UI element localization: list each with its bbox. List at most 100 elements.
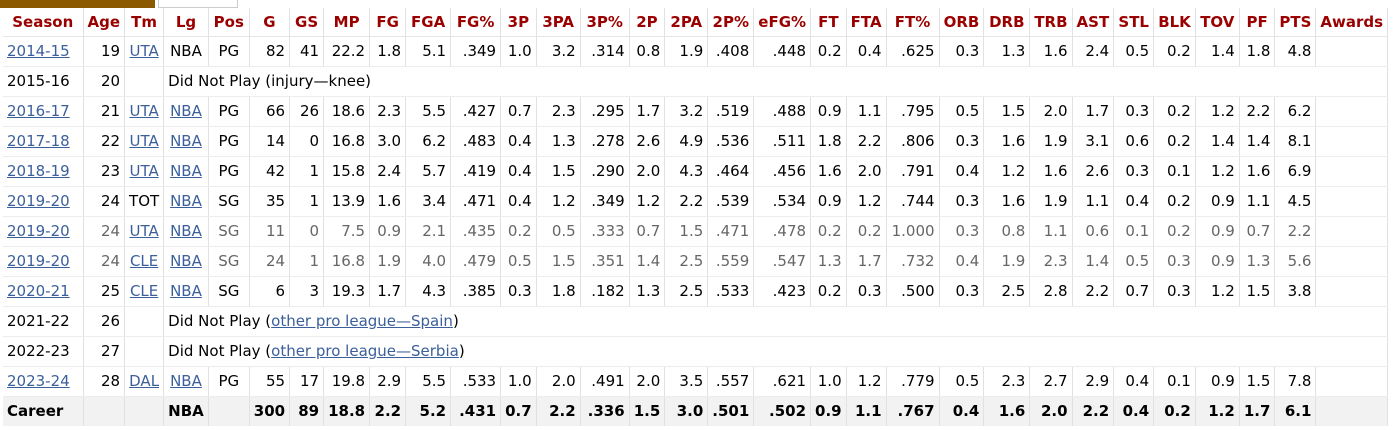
stat-cell-fg-pct: .471	[450, 186, 502, 217]
team-link[interactable]: DAL	[129, 372, 160, 390]
league-link[interactable]: NBA	[170, 162, 202, 180]
stat-cell-stl: 0.5	[1113, 246, 1155, 277]
stat-cell-fta: 1.2	[846, 366, 887, 397]
stat-cell-fg: 1.9	[369, 246, 407, 277]
stat-cell-3p: 0.7	[500, 96, 537, 127]
team-cell: UTA	[124, 216, 165, 247]
stat-cell-ast: 2.2	[1072, 276, 1115, 307]
col-header-2p[interactable]: 2P	[629, 8, 666, 37]
stat-cell-efg-pct: .488	[753, 96, 812, 127]
stat-cell-g: 55	[249, 366, 291, 397]
team-link[interactable]: UTA	[129, 222, 159, 240]
stat-cell-ft-pct: 1.000	[886, 216, 940, 247]
team-link[interactable]: UTA	[129, 102, 159, 120]
col-header-drb[interactable]: DRB	[983, 8, 1031, 37]
col-header-efg-pct[interactable]: eFG%	[753, 8, 812, 37]
team-link[interactable]: CLE	[129, 282, 159, 300]
season-link[interactable]: 2019-20	[7, 222, 70, 240]
col-header-lg[interactable]: Lg	[163, 8, 209, 37]
stat-cell-3p-pct: .290	[580, 156, 630, 187]
season-link[interactable]: 2020-21	[7, 282, 70, 300]
stat-cell-orb: 0.3	[939, 276, 985, 307]
league-cell: NBA	[163, 36, 209, 67]
team-cell: CLE	[124, 246, 165, 277]
season-link[interactable]: 2018-19	[7, 162, 70, 180]
col-header-2pa[interactable]: 2PA	[664, 8, 709, 37]
season-link[interactable]: 2017-18	[7, 132, 70, 150]
season-cell: 2021-22	[3, 306, 84, 337]
career-stat-2pa: 3.0	[664, 395, 709, 426]
col-header-fg-pct[interactable]: FG%	[450, 8, 502, 37]
league-link[interactable]: NBA	[170, 132, 202, 150]
col-header-pos[interactable]: Pos	[208, 8, 250, 37]
note-link[interactable]: other pro league—Spain	[271, 312, 453, 330]
age-cell: 26	[83, 306, 126, 337]
col-header-tov[interactable]: TOV	[1195, 8, 1240, 37]
season-link[interactable]: 2019-20	[7, 252, 70, 270]
col-header-g[interactable]: G	[249, 8, 291, 37]
col-header-3p-pct[interactable]: 3P%	[580, 8, 630, 37]
stat-cell-fta: 1.1	[846, 96, 887, 127]
col-header-stl[interactable]: STL	[1113, 8, 1155, 37]
team-link[interactable]: UTA	[129, 162, 159, 180]
stat-cell-3p: 0.4	[500, 156, 537, 187]
stat-cell-efg-pct: .547	[753, 246, 812, 277]
col-header-ast[interactable]: AST	[1072, 8, 1115, 37]
league-link[interactable]: NBA	[170, 282, 202, 300]
col-header-3pa[interactable]: 3PA	[536, 8, 581, 37]
stat-cell-orb: 0.3	[939, 36, 985, 67]
league-link[interactable]: NBA	[170, 252, 202, 270]
table-row: 2019-20 24 UTA NBA SG 11 0 7.5 0.9 2.1.435 0.2 0.5.…	[3, 216, 1389, 247]
stat-cell-trb: 1.1	[1029, 216, 1073, 247]
team-link[interactable]: UTA	[129, 132, 159, 150]
season-link[interactable]: 2016-17	[7, 102, 70, 120]
note-link[interactable]: other pro league—Serbia	[271, 342, 459, 360]
col-header-pf[interactable]: PF	[1239, 8, 1276, 37]
stat-cell-fga: 6.2	[405, 126, 452, 157]
season-cell: 2016-17	[3, 96, 84, 127]
col-header-orb[interactable]: ORB	[939, 8, 985, 37]
league-link[interactable]: NBA	[170, 102, 202, 120]
team-cell: UTA	[124, 126, 165, 157]
note-prefix: Did Not Play (	[168, 342, 272, 360]
col-header-gs[interactable]: GS	[289, 8, 325, 37]
col-header-ft-pct[interactable]: FT%	[886, 8, 940, 37]
career-position	[208, 395, 250, 426]
league-link[interactable]: NBA	[170, 372, 202, 390]
career-stat-pts: 6.1	[1274, 395, 1317, 426]
stat-cell-mp: 22.2	[323, 36, 371, 67]
col-header-season[interactable]: Season	[3, 8, 84, 37]
col-header-awards[interactable]: Awards	[1315, 8, 1389, 37]
col-header-mp[interactable]: MP	[323, 8, 371, 37]
stat-cell-pf: 1.6	[1239, 156, 1276, 187]
season-link[interactable]: 2023-24	[7, 372, 70, 390]
team-link[interactable]: CLE	[129, 252, 159, 270]
stat-cell-pts: 4.8	[1274, 36, 1317, 67]
season-link[interactable]: 2019-20	[7, 192, 70, 210]
league-link[interactable]: NBA	[170, 192, 202, 210]
col-header-fg[interactable]: FG	[369, 8, 407, 37]
league-link[interactable]: NBA	[170, 222, 202, 240]
col-header-tm[interactable]: Tm	[124, 8, 165, 37]
stat-cell-mp: 18.6	[323, 96, 371, 127]
stat-cell-pts: 8.1	[1274, 126, 1317, 157]
season-link[interactable]: 2014-15	[7, 42, 70, 60]
col-header-fta[interactable]: FTA	[846, 8, 887, 37]
col-header-ft[interactable]: FT	[810, 8, 847, 37]
tab-active[interactable]	[0, 0, 155, 8]
stat-cell-gs: 26	[289, 96, 325, 127]
col-header-3p[interactable]: 3P	[500, 8, 537, 37]
col-header-trb[interactable]: TRB	[1029, 8, 1073, 37]
team-link[interactable]: UTA	[129, 42, 159, 60]
stat-cell-mp: 7.5	[323, 216, 371, 247]
tab-inactive[interactable]	[158, 0, 238, 8]
awards-cell	[1315, 96, 1389, 127]
stat-cell-pf: 0.7	[1239, 216, 1276, 247]
col-header-blk[interactable]: BLK	[1153, 8, 1196, 37]
age-cell: 19	[83, 36, 126, 67]
col-header-fga[interactable]: FGA	[405, 8, 452, 37]
col-header-2p-pct[interactable]: 2P%	[707, 8, 755, 37]
stat-cell-trb: 1.6	[1029, 36, 1073, 67]
col-header-pts[interactable]: PTS	[1274, 8, 1317, 37]
col-header-age[interactable]: Age	[83, 8, 126, 37]
